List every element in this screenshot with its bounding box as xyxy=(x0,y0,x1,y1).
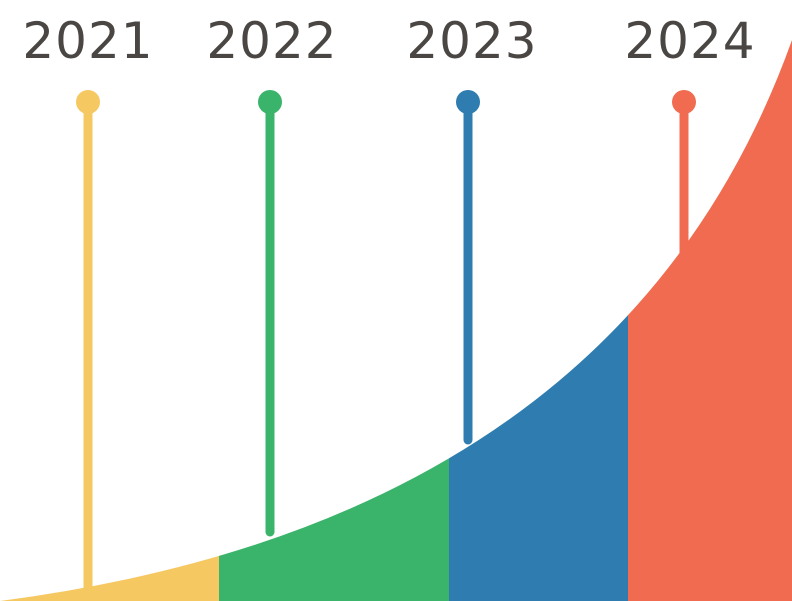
milestone-pin-2024 xyxy=(672,90,696,114)
year-label-2022: 2022 xyxy=(206,12,337,70)
year-label-2023: 2023 xyxy=(406,12,537,70)
milestone-2021: 2021 xyxy=(22,12,153,595)
year-label-2024: 2024 xyxy=(624,12,755,70)
milestone-2023: 2023 xyxy=(406,12,537,445)
milestone-pin-2022 xyxy=(258,90,282,114)
milestone-pin-2023 xyxy=(456,90,480,114)
year-label-2021: 2021 xyxy=(22,12,153,70)
milestone-2022: 2022 xyxy=(206,12,337,537)
milestone-2024: 2024 xyxy=(624,12,755,271)
growth-band-2021 xyxy=(0,40,219,601)
growth-band-2024 xyxy=(628,40,792,601)
growth-band-2023 xyxy=(449,40,628,601)
milestone-pin-2021 xyxy=(76,90,100,114)
growth-band-2022 xyxy=(219,40,449,601)
